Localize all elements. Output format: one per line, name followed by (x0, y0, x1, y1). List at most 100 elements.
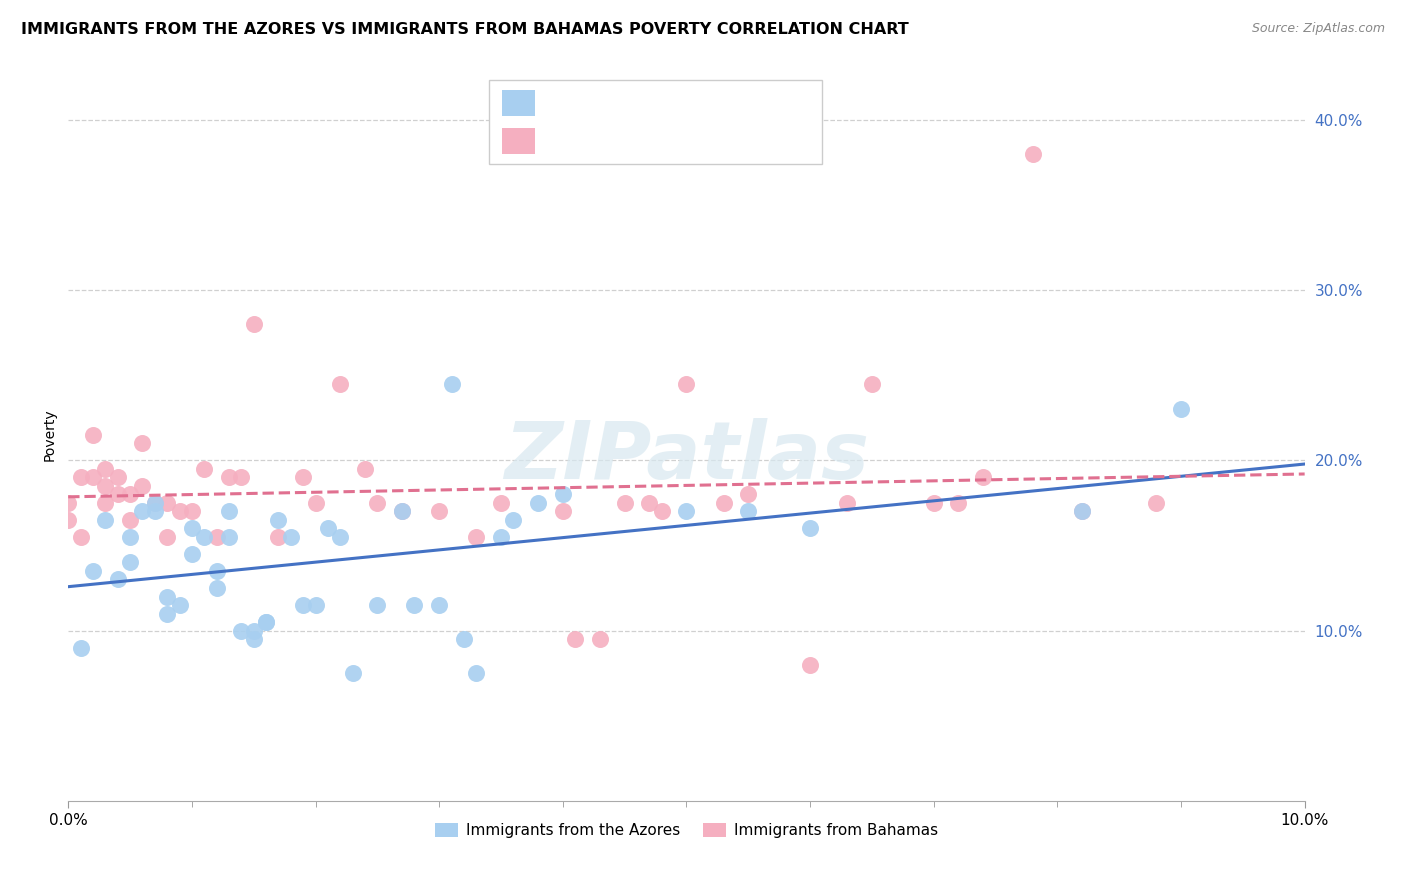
Point (304, 598, 326, 612)
Point (205, 581, 228, 595)
Point (453, 632, 475, 646)
Point (254, 615, 277, 629)
Point (613, 496, 636, 510)
Point (131, 436, 153, 450)
Point (551, 487, 574, 501)
Legend: Immigrants from the Azores, Immigrants from Bahamas: Immigrants from the Azores, Immigrants f… (429, 817, 943, 845)
Point (316, 521, 339, 535)
Point (205, 530, 228, 544)
Point (156, 607, 179, 621)
Point (118, 556, 141, 570)
Point (737, 504, 759, 518)
Point (231, 624, 253, 638)
Point (118, 530, 141, 544)
Point (58, 496, 80, 510)
Point (489, 496, 512, 510)
Point (69, 640, 91, 655)
Point (737, 487, 759, 501)
Point (329, 530, 352, 544)
Point (837, 496, 859, 510)
Point (366, 496, 388, 510)
Point (329, 376, 352, 391)
Point (267, 530, 290, 544)
Point (465, 530, 488, 544)
Point (502, 513, 524, 527)
Point (143, 496, 166, 510)
Point (972, 470, 994, 484)
Point (118, 487, 141, 501)
Point (1071, 504, 1094, 518)
Point (156, 530, 179, 544)
Point (107, 470, 129, 484)
Point (292, 598, 315, 612)
Point (94, 479, 117, 493)
Point (180, 547, 202, 561)
Point (82, 427, 104, 442)
Point (242, 317, 264, 331)
Point (651, 504, 673, 518)
Point (799, 521, 821, 535)
Text: Source: ZipAtlas.com: Source: ZipAtlas.com (1251, 22, 1385, 36)
Point (799, 657, 821, 672)
Point (143, 504, 166, 518)
Point (242, 632, 264, 646)
Point (1170, 402, 1192, 417)
Point (404, 598, 426, 612)
Point (193, 530, 215, 544)
Point (1071, 504, 1094, 518)
Y-axis label: Poverty: Poverty (44, 409, 58, 461)
Point (391, 504, 413, 518)
Point (118, 513, 141, 527)
Point (948, 496, 970, 510)
Point (465, 666, 488, 681)
Point (267, 513, 290, 527)
Point (713, 496, 735, 510)
Point (69, 530, 91, 544)
Point (1144, 496, 1167, 510)
Point (280, 530, 302, 544)
Point (193, 462, 215, 476)
Point (107, 573, 129, 587)
Point (391, 504, 413, 518)
Point (94, 513, 117, 527)
Point (589, 632, 612, 646)
Point (131, 479, 153, 493)
Point (69, 470, 91, 484)
Point (527, 496, 550, 510)
Point (440, 376, 463, 391)
Point (638, 496, 661, 510)
Point (82, 564, 104, 578)
Point (675, 504, 697, 518)
Point (427, 598, 450, 612)
Point (675, 376, 697, 391)
Point (242, 624, 264, 638)
Point (218, 530, 240, 544)
Point (860, 376, 883, 391)
Point (427, 504, 450, 518)
Point (304, 496, 326, 510)
Point (218, 470, 240, 484)
Point (354, 462, 377, 476)
Point (82, 470, 104, 484)
Point (342, 666, 364, 681)
Point (169, 598, 191, 612)
Point (143, 496, 166, 510)
Point (254, 615, 277, 629)
Point (58, 513, 80, 527)
Point (218, 504, 240, 518)
Point (180, 504, 202, 518)
Point (94, 462, 117, 476)
Point (292, 470, 315, 484)
Point (922, 496, 945, 510)
Point (156, 590, 179, 604)
Point (94, 496, 117, 510)
Point (156, 496, 179, 510)
Point (1021, 146, 1043, 161)
Point (231, 470, 253, 484)
Point (180, 521, 202, 535)
Text: ZIPatlas: ZIPatlas (503, 417, 869, 496)
Point (107, 487, 129, 501)
Text: IMMIGRANTS FROM THE AZORES VS IMMIGRANTS FROM BAHAMAS POVERTY CORRELATION CHART: IMMIGRANTS FROM THE AZORES VS IMMIGRANTS… (21, 22, 908, 37)
Point (169, 504, 191, 518)
Point (366, 598, 388, 612)
